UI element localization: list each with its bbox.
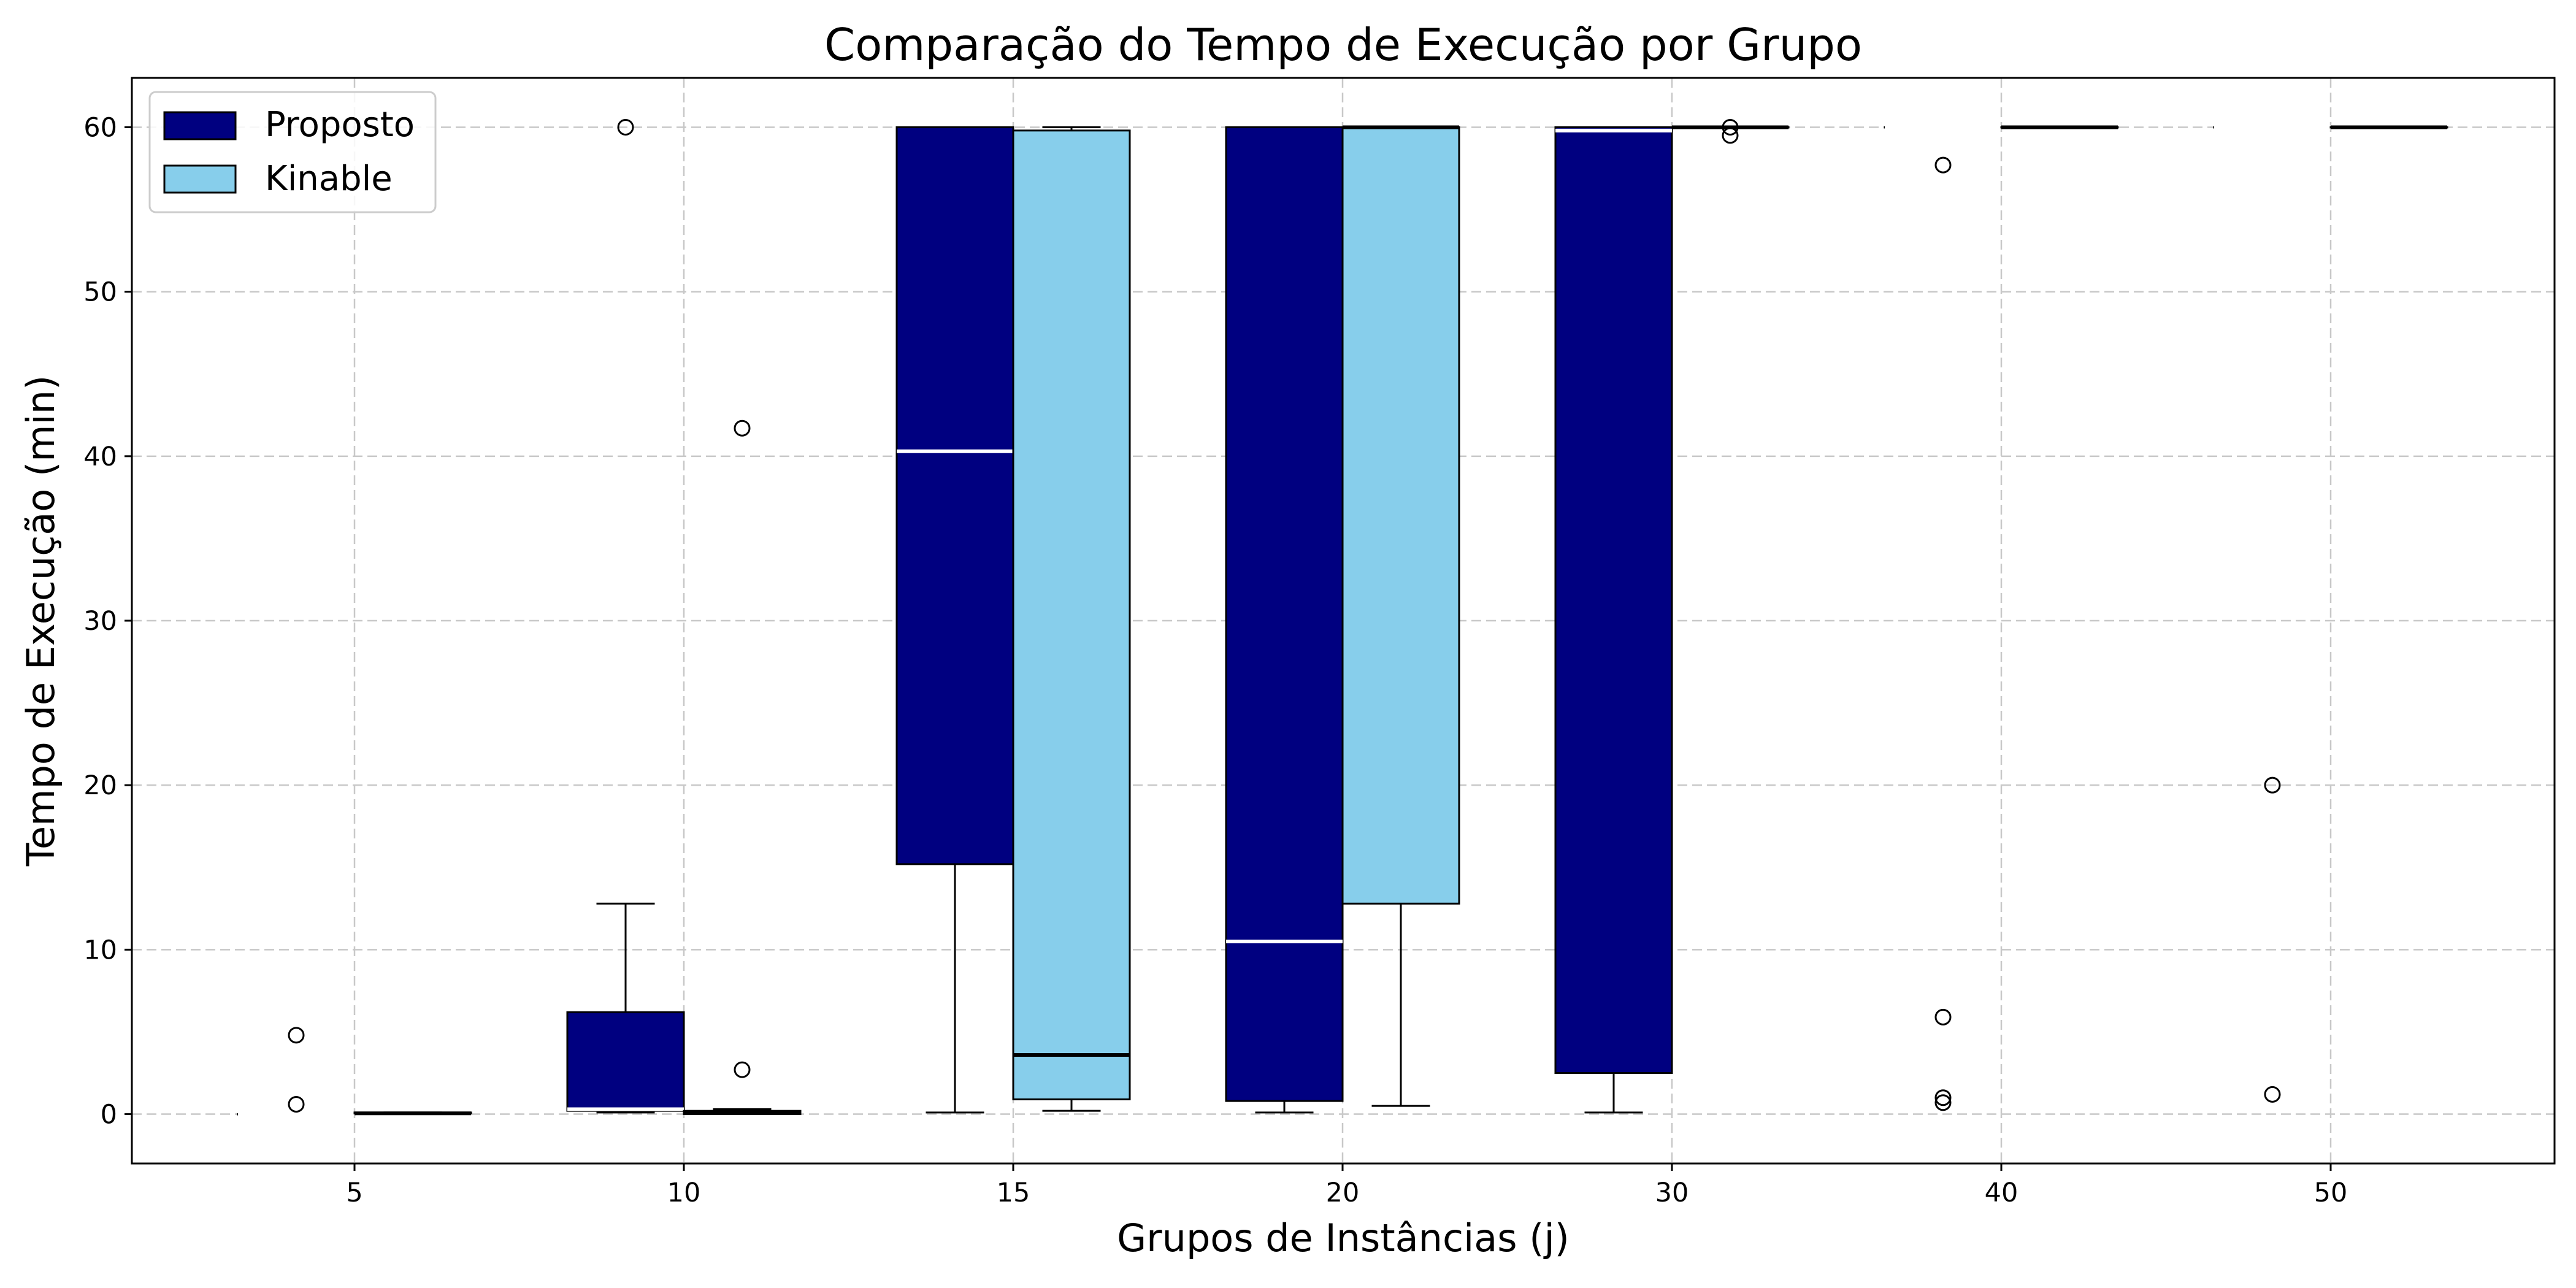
box-body <box>1225 126 1344 1102</box>
outlier-point <box>1934 1089 1952 1106</box>
box-kinable-20 <box>1341 125 1460 1107</box>
y-tick-label: 20 <box>83 770 117 801</box>
box-proposto-10 <box>566 118 685 1114</box>
y-tick-label: 40 <box>83 442 117 472</box>
box-kinable-50 <box>2329 125 2448 129</box>
box-kinable-30 <box>1671 118 1790 144</box>
chart-title: Comparação do Tempo de Execução por Grup… <box>824 19 1862 71</box>
x-tick-label: 15 <box>997 1178 1030 1208</box>
box-body <box>1341 126 1460 905</box>
box-body <box>1554 126 1673 1074</box>
outlier-point <box>1934 156 1952 174</box>
box-proposto-15 <box>895 126 1014 1114</box>
box-kinable-15 <box>1012 126 1131 1112</box>
outlier-point <box>2264 1086 2281 1103</box>
outlier-point <box>1722 118 1739 136</box>
outlier-point <box>1722 127 1739 144</box>
outlier-point <box>1934 1008 1952 1025</box>
x-tick-label: 40 <box>1985 1178 2018 1208</box>
y-axis-ticks: 0 10 20 30 40 50 60 <box>83 112 132 1130</box>
x-tick-label: 5 <box>346 1178 362 1208</box>
legend-label-kinable: Kinable <box>265 159 393 199</box>
box-proposto-50 <box>2213 125 2332 1103</box>
box-plots <box>237 118 2448 1116</box>
legend-label-proposto: Proposto <box>265 105 415 145</box>
box-proposto-30 <box>1554 126 1673 1114</box>
y-tick-label: 60 <box>83 112 117 143</box>
y-axis-label: Tempo de Execução (min) <box>18 375 63 867</box>
x-tick-label: 10 <box>667 1178 701 1208</box>
legend-swatch-kinable <box>163 164 237 194</box>
outlier-point <box>734 1061 751 1078</box>
y-tick-label: 0 <box>101 1100 117 1130</box>
box-kinable-40 <box>2000 125 2119 129</box>
x-axis-label: Grupos de Instâncias (j) <box>1117 1216 1570 1260</box>
box-kinable-10 <box>683 420 802 1116</box>
x-tick-label: 20 <box>1326 1178 1360 1208</box>
x-tick-label: 30 <box>1655 1178 1689 1208</box>
x-axis-ticks: 5 10 15 20 30 40 50 <box>346 1163 2347 1208</box>
box-body <box>1012 129 1131 1100</box>
y-tick-label: 30 <box>83 606 117 637</box>
outlier-point <box>288 1095 305 1113</box>
outlier-point <box>288 1027 305 1044</box>
outlier-point <box>2264 776 2281 794</box>
legend: Proposto Kinable <box>148 91 437 213</box>
box-body <box>566 1011 685 1112</box>
y-tick-label: 50 <box>83 277 117 308</box>
y-tick-label: 10 <box>83 935 117 965</box>
box-body <box>895 126 1014 865</box>
outlier-point <box>734 420 751 437</box>
outlier-point <box>1934 1094 1952 1111</box>
legend-swatch-proposto <box>163 111 237 140</box>
x-tick-label: 50 <box>2314 1178 2348 1208</box>
outlier-point <box>617 118 634 136</box>
box-proposto-20 <box>1225 126 1344 1114</box>
